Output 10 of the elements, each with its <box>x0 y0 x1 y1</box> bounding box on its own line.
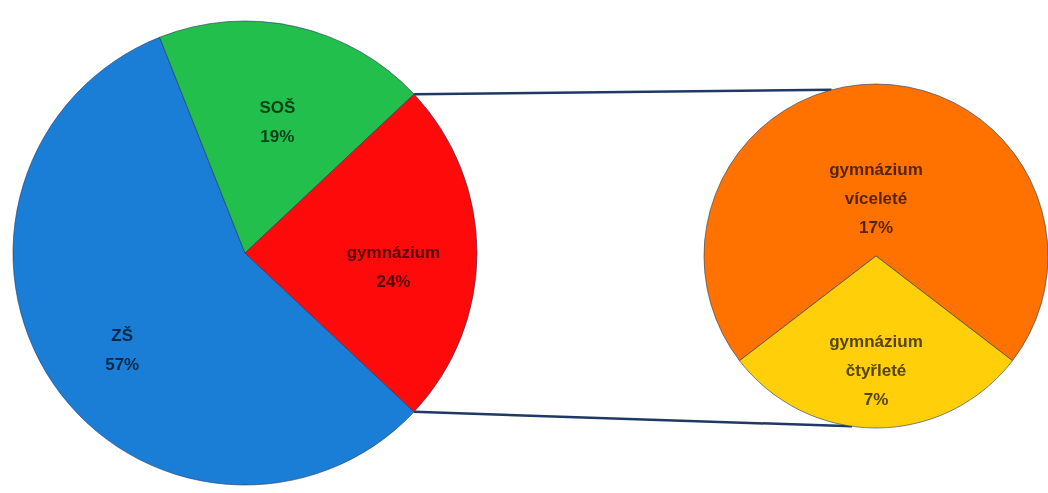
data-label: 7% <box>863 390 889 409</box>
slice-label: gymnázium víceleté <box>829 160 923 208</box>
data-label: 24% <box>376 272 411 291</box>
slice-label: SOŠ <box>259 98 296 118</box>
slice-label: gymnázium <box>346 243 441 262</box>
data-label: 17% <box>858 218 894 237</box>
data-label: 19% <box>260 127 295 147</box>
data-label: 57% <box>105 355 140 375</box>
slice-label: gymnázium čtyřleté <box>829 332 923 380</box>
slice-label: ZŠ <box>111 326 134 346</box>
